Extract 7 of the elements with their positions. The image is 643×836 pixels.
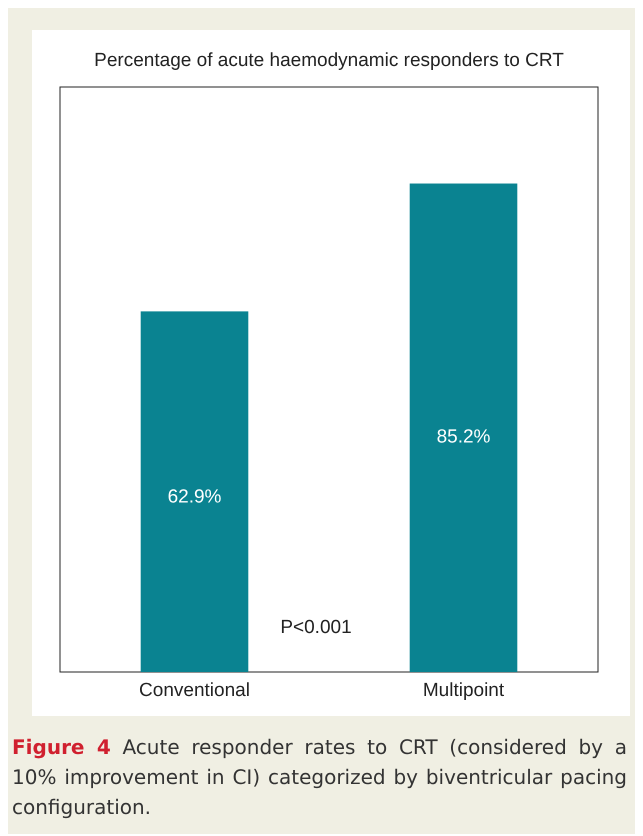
x-tick-label: Conventional [139, 680, 250, 701]
annotation: P<0.001 [280, 617, 352, 638]
x-tick-label: Multipoint [422, 680, 505, 701]
chart-title: Percentage of acute haemodynamic responders to CRT [94, 50, 564, 71]
caption: Figure 4 Acute responder rates to CRT (considered by a 10% improvement in CI) categorized by biventricular pacing configuration. [11, 734, 628, 821]
data-label: 62.9% [168, 486, 222, 508]
data-label: 85.2% [436, 426, 491, 448]
